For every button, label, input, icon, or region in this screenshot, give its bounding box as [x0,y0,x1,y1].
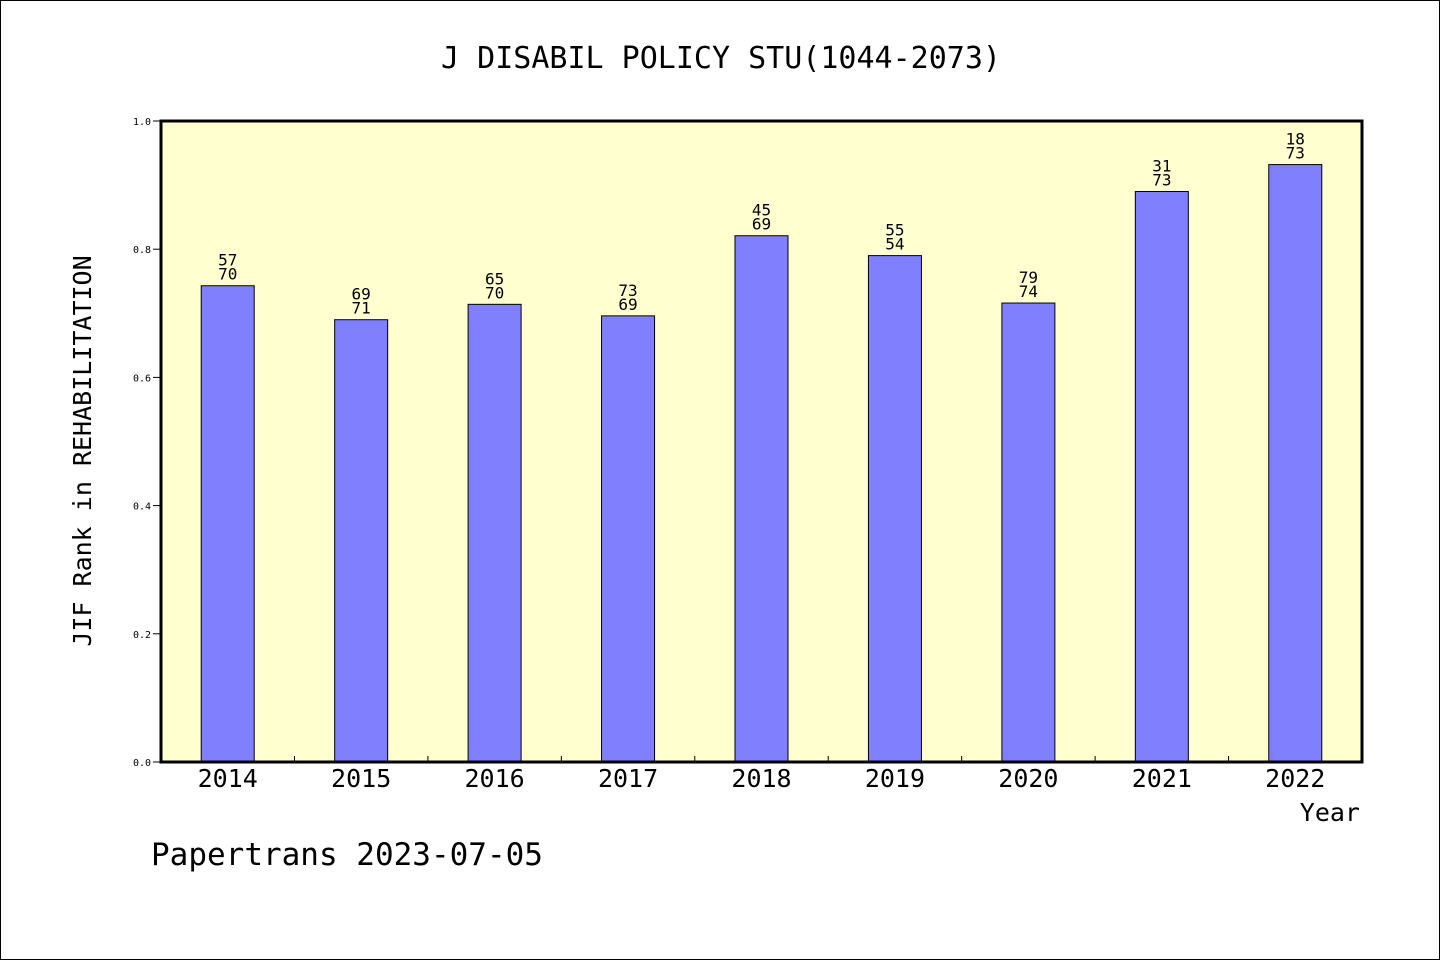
x-tick-label: 2015 [331,764,391,793]
bar-total-label: 74 [1019,282,1038,301]
y-axis-label: JIF Rank in REHABILITATION [68,255,97,646]
x-axis-label: Year [1300,798,1360,827]
y-tick-label: 0.0 [133,758,151,769]
bar-total-label: 70 [218,265,237,284]
bar-rank-label: 57 [218,251,237,270]
bar-total-label: 70 [485,283,504,302]
bar-rank-label: 18 [1286,130,1305,149]
bar-total-label: 73 [1152,171,1171,190]
y-tick-label: 0.2 [133,630,151,641]
bar-2018 [734,235,789,763]
bar-rank-label: 73 [618,281,637,300]
x-tick-label: 2017 [598,764,658,793]
bar-total-label: 54 [885,235,904,254]
bar-2020 [1001,302,1056,763]
x-tick-label: 2014 [198,764,258,793]
bar-2021 [1134,191,1189,763]
bar-2022 [1268,164,1323,763]
x-tick-label: 2019 [865,764,925,793]
bar-2014 [200,285,255,763]
bar-2016 [467,303,522,763]
y-tick-label: 0.6 [133,373,151,384]
bar-rank-label: 55 [885,221,904,240]
x-tick-label: 2021 [1132,764,1192,793]
chart-title: J DISABIL POLICY STU(1044-2073) [441,41,1001,76]
y-axis-ticks: 0.0 0.2 0.4 0.6 0.8 1.0 [133,117,161,769]
bar-2019 [867,255,922,763]
bar-rank-label: 31 [1152,157,1171,176]
bar-total-label: 73 [1286,144,1305,163]
footer-credit: Papertrans 2023-07-05 [151,837,543,873]
bar-rank-label: 45 [752,201,771,220]
bar-rank-label: 79 [1019,268,1038,287]
y-tick-label: 0.8 [133,245,151,256]
x-tick-label: 2018 [731,764,791,793]
y-tick-label: 1.0 [133,117,151,128]
bar-rank-label: 65 [485,269,504,288]
x-axis-ticks: 2014 2015 2016 2017 2018 2019 2020 2021 2022 [198,756,1325,793]
x-tick-label: 2022 [1265,764,1325,793]
bar-total-label: 69 [618,295,637,314]
bars [200,164,1323,763]
x-tick-label: 2020 [998,764,1058,793]
y-tick-label: 0.4 [133,502,151,513]
plot-frame [159,119,1364,764]
bar-2015 [334,319,389,763]
bar-total-label: 69 [752,215,771,234]
x-tick-label: 2016 [465,764,525,793]
bar-2017 [601,315,656,763]
bar-rank-label: 69 [352,285,371,304]
bar-total-label: 71 [352,299,371,318]
